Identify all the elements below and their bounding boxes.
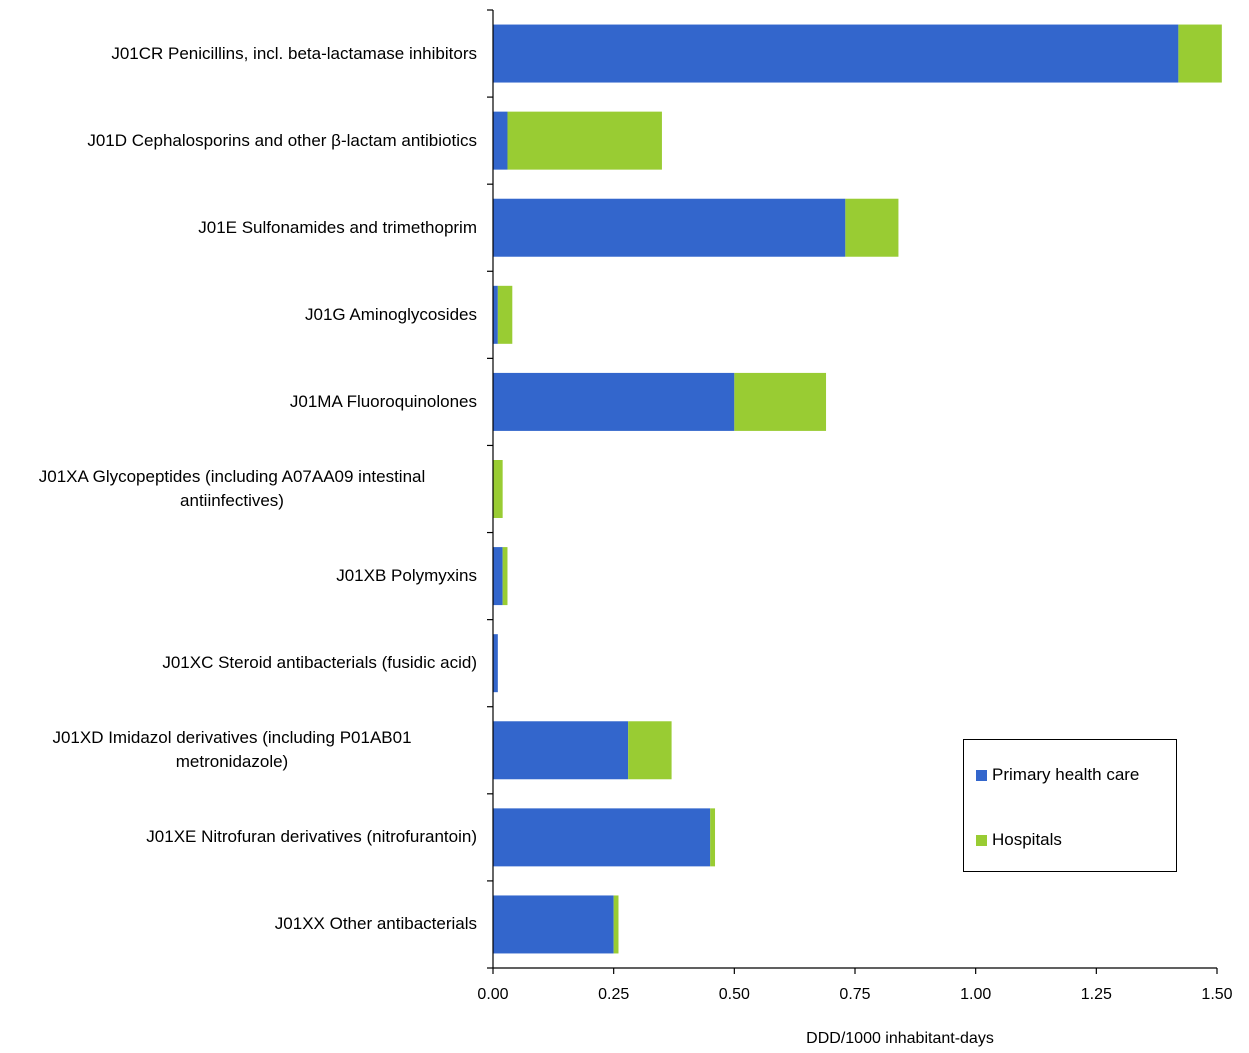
category-label: J01G Aminoglycosides xyxy=(0,303,477,327)
x-tick-label: 0.00 xyxy=(477,986,508,1003)
category-label-line: J01G Aminoglycosides xyxy=(305,304,477,324)
category-label-line: J01MA Fluoroquinolones xyxy=(289,391,477,411)
bar-primary-4 xyxy=(493,372,735,431)
legend-item-hospitals: Hospitals xyxy=(976,830,1062,850)
category-label: J01XC Steroid antibacterials (fusidic ac… xyxy=(0,651,477,675)
bar-primary-9 xyxy=(493,808,711,867)
x-tick-label: 1.50 xyxy=(1201,986,1232,1003)
category-label-line: antiinfectives) xyxy=(180,491,284,510)
category-label-line: J01XA Glycopeptides (including A07AA09 i… xyxy=(38,467,426,486)
x-tick-label: 1.00 xyxy=(960,986,991,1003)
bar-hospitals-8 xyxy=(628,721,672,780)
bar-primary-1 xyxy=(493,111,508,170)
bar-hospitals-2 xyxy=(845,198,899,257)
x-axis-title: DDD/1000 inhabitant-days xyxy=(806,1030,994,1047)
legend: Primary health care Hospitals xyxy=(963,739,1177,872)
category-label: J01XD Imidazol derivatives (including P0… xyxy=(0,726,477,774)
bar-primary-6 xyxy=(493,547,503,606)
legend-label-hospitals: Hospitals xyxy=(992,830,1062,849)
bar-hospitals-10 xyxy=(613,895,619,954)
bar-hospitals-1 xyxy=(507,111,662,170)
category-label-line: J01XD Imidazol derivatives (including P0… xyxy=(52,728,412,748)
bar-hospitals-9 xyxy=(710,808,716,867)
bar-hospitals-5 xyxy=(493,460,503,518)
category-label: J01XA Glycopeptides (including A07AA09 i… xyxy=(0,465,477,513)
x-tick-label: 0.50 xyxy=(719,986,750,1003)
bar-hospitals-6 xyxy=(502,547,508,606)
category-label-line: J01D Cephalosporins and other β-lactam a… xyxy=(87,130,477,150)
category-label: J01XE Nitrofuran derivatives (nitrofuran… xyxy=(0,825,477,849)
bar-primary-0 xyxy=(493,24,1179,83)
bar-hospitals-3 xyxy=(497,285,513,344)
category-label: J01E Sulfonamides and trimethoprim xyxy=(0,216,477,240)
category-label-line: J01CR Penicillins, incl. beta-lactamase … xyxy=(111,43,477,63)
category-label: J01CR Penicillins, incl. beta-lactamase … xyxy=(0,42,477,66)
legend-item-primary: Primary health care xyxy=(976,765,1139,785)
category-label-line: J01XE Nitrofuran derivatives (nitrofuran… xyxy=(146,827,477,847)
legend-swatch-hospitals xyxy=(976,834,987,846)
category-label: J01D Cephalosporins and other β-lactam a… xyxy=(0,129,477,153)
legend-label-primary: Primary health care xyxy=(992,765,1140,784)
bar-primary-2 xyxy=(493,198,846,257)
category-label-line: J01XB Polymyxins xyxy=(336,566,477,586)
category-label: J01XX Other antibacterials xyxy=(0,912,477,936)
x-tick-label: 0.75 xyxy=(839,986,870,1003)
legend-swatch-primary xyxy=(976,769,987,781)
bar-hospitals-0 xyxy=(1178,24,1222,83)
bar-primary-3 xyxy=(493,285,498,344)
bar-primary-10 xyxy=(493,895,614,954)
category-label: J01MA Fluoroquinolones xyxy=(0,390,477,414)
x-tick-label: 0.25 xyxy=(598,986,629,1003)
category-label-line: J01E Sulfonamides and trimethoprim xyxy=(198,217,477,237)
category-label-line: J01XC Steroid antibacterials (fusidic ac… xyxy=(162,653,477,673)
category-label-line: J01XX Other antibacterials xyxy=(274,914,477,934)
bar-hospitals-4 xyxy=(734,372,827,431)
category-label-line: metronidazole) xyxy=(175,752,289,772)
x-tick-label: 1.25 xyxy=(1081,986,1112,1003)
bar-primary-8 xyxy=(493,721,629,780)
category-label: J01XB Polymyxins xyxy=(0,564,477,588)
bar-primary-7 xyxy=(493,634,498,693)
